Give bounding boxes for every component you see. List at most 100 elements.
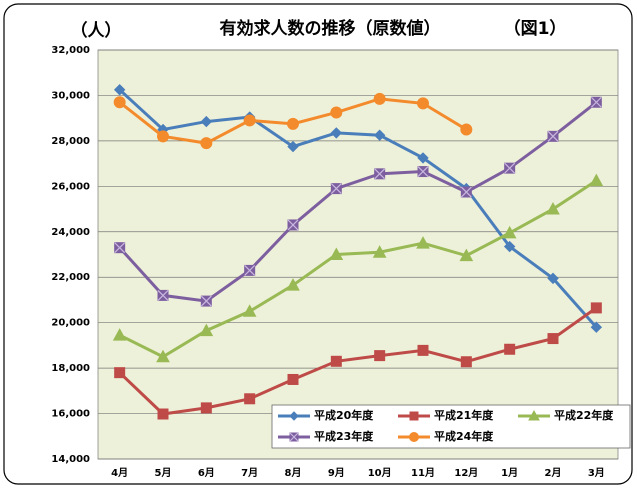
marker [589,173,604,187]
y-tick-label: 26,000 [51,181,90,192]
marker [504,343,516,355]
chart-title: 有効求人数の推移（原数値） [220,18,441,39]
marker-cross [287,219,299,231]
marker [200,137,213,150]
y-tick-label: 22,000 [51,272,90,283]
legend-label: 平成23年度 [314,429,374,443]
marker [330,183,342,195]
marker [200,295,212,307]
marker [114,367,126,379]
marker-cross [374,168,386,180]
y-tick-label: 20,000 [51,318,90,329]
marker [113,84,126,96]
y-tick-label: 30,000 [51,90,90,101]
marker [157,130,169,143]
marker-cross [114,242,126,254]
marker [460,356,472,368]
marker-cross [504,162,516,174]
legend-label: 平成21年度 [434,408,494,422]
marker [547,130,559,142]
marker [504,162,516,174]
marker [244,264,256,276]
marker [590,302,602,314]
marker [287,117,299,130]
marker [287,140,299,153]
legend-label: 平成20年度 [314,408,374,422]
x-tick-label: 10月 [368,467,392,479]
series-line [118,101,598,303]
marker [409,432,419,442]
y-tick-label: 28,000 [51,136,90,147]
y-tick-label: 24,000 [51,227,90,238]
x-tick-label: 2月 [545,467,562,479]
x-tick-label: 4月 [111,467,128,479]
marker [113,96,126,109]
marker [156,349,170,363]
x-tick-label: 5月 [155,467,172,479]
marker-cross [417,166,429,177]
marker [289,411,299,421]
marker-cross [330,183,342,195]
marker-cross [547,130,559,142]
marker [590,96,602,108]
marker [199,323,214,337]
marker [409,411,419,421]
y-tick-label: 32,000 [51,45,90,56]
marker [460,123,473,136]
series-line [118,88,598,329]
marker-cross [590,96,602,108]
marker-cross [460,186,472,198]
marker [417,344,429,356]
marker [287,219,299,231]
legend-box [271,404,631,449]
marker [590,321,603,333]
marker [157,408,169,420]
marker [374,168,386,180]
marker [330,355,342,367]
marker [546,202,560,215]
x-tick-label: 3月 [588,467,605,479]
marker [289,432,299,442]
marker [417,152,429,164]
marker [243,114,256,127]
marker-cross [157,289,169,301]
y-tick-label: 16,000 [51,409,90,420]
marker [417,97,429,110]
marker [287,373,299,385]
marker [242,304,257,317]
marker [373,129,386,141]
marker [372,245,387,258]
marker [503,240,516,253]
marker [329,247,344,260]
marker-cross [289,432,299,442]
marker [200,115,213,128]
series-line [118,179,598,359]
unit-label: （人） [71,20,122,41]
legend-label: 平成24年度 [434,429,494,443]
legend-label: 平成22年度 [554,408,614,422]
y-tick-label: 14,000 [51,454,90,465]
marker [374,350,386,362]
marker [330,106,343,119]
marker-cross [200,295,212,307]
marker [114,242,126,254]
marker [460,186,472,198]
y-tick-label: 18,000 [51,363,90,374]
marker-cross [244,264,256,276]
marker [373,92,386,105]
marker [157,289,169,301]
marker [502,225,517,239]
marker [330,127,343,139]
figure-label: （図1） [504,18,567,39]
x-tick-label: 1月 [501,467,518,479]
marker [528,409,540,421]
marker [547,272,559,285]
marker [417,166,429,178]
marker [200,402,212,414]
marker [547,333,559,345]
series-line [118,306,598,416]
x-tick-label: 11月 [411,467,435,479]
marker [416,236,430,249]
